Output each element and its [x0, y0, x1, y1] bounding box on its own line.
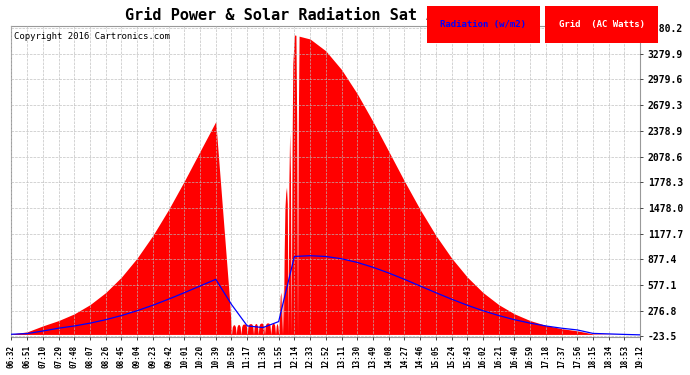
Text: Radiation (w/m2): Radiation (w/m2) — [440, 20, 526, 29]
Text: Copyright 2016 Cartronics.com: Copyright 2016 Cartronics.com — [14, 32, 170, 41]
Title: Grid Power & Solar Radiation Sat Apr 9 19:20: Grid Power & Solar Radiation Sat Apr 9 1… — [125, 7, 526, 23]
Text: Grid  (AC Watts): Grid (AC Watts) — [559, 20, 645, 29]
